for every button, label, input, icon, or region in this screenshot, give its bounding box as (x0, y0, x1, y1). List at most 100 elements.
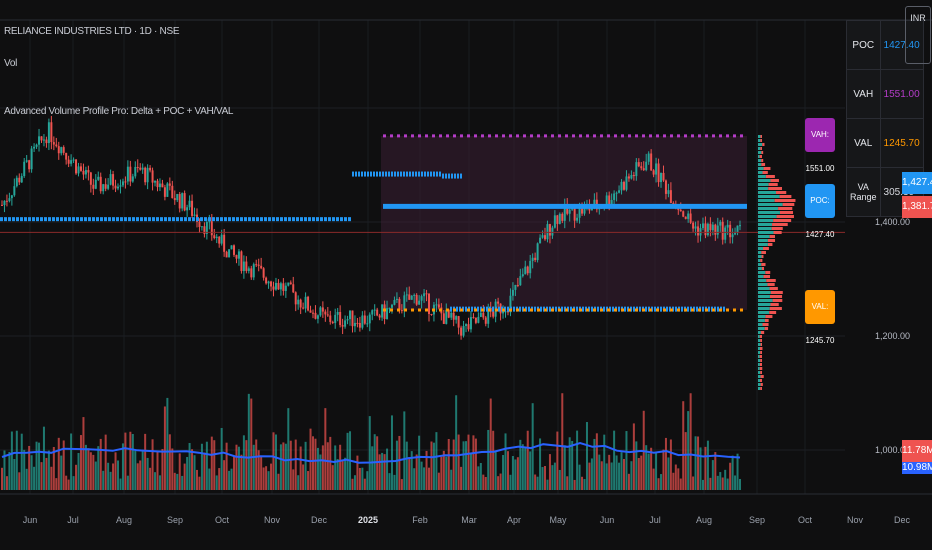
candle-body (117, 186, 120, 189)
volume-bar (339, 444, 342, 490)
rolling-poc-dash (296, 217, 299, 222)
volume-bar (262, 467, 265, 490)
candle-body (381, 304, 384, 318)
rolling-poc-dash (603, 306, 605, 312)
rolling-poc-dash (597, 306, 599, 312)
candle-body (410, 295, 413, 300)
candle-body (506, 311, 509, 313)
volume-bar (509, 474, 512, 490)
candle-body (408, 294, 411, 300)
time-axis-tick: 2025 (358, 515, 378, 525)
volume-bar (131, 433, 134, 490)
volume-bar (87, 448, 90, 490)
profile-bar-buy (758, 179, 771, 182)
rolling-poc-dash (385, 171, 387, 177)
profile-bar-buy (758, 139, 761, 142)
volume-bar (605, 463, 608, 490)
volume-bar (309, 428, 312, 490)
volume-bar (344, 457, 347, 490)
rolling-poc-dash (68, 217, 71, 222)
rolling-poc-dash (418, 171, 420, 177)
rolling-poc-dash (681, 306, 683, 312)
candle-body (30, 148, 33, 170)
rolling-poc-dash (421, 171, 423, 177)
volume-bar (215, 475, 218, 490)
candle-body (302, 307, 305, 309)
profile-bar-buy (758, 315, 766, 318)
volume-bar (482, 474, 485, 490)
candle-body (551, 227, 554, 236)
candle-body (524, 266, 527, 275)
volume-ma-box: 11.78M (902, 440, 932, 462)
candle-body (265, 277, 268, 284)
candle-body (23, 161, 26, 177)
volume-bar (662, 449, 665, 490)
rolling-poc-dash (555, 306, 557, 312)
profile-bar-buy (758, 187, 769, 190)
volume-bar (588, 462, 591, 490)
candle-body (509, 295, 512, 313)
candle-body (534, 257, 537, 261)
volume-bar (8, 451, 11, 490)
rolling-poc-dash (160, 217, 163, 222)
currency-button[interactable]: INR (905, 6, 931, 64)
volume-bar (711, 460, 714, 490)
volume-bar (114, 452, 117, 490)
profile-bar-buy (758, 215, 777, 218)
candle-body (198, 221, 201, 228)
rolling-poc-dash (702, 306, 704, 312)
rolling-poc-dash (645, 306, 647, 312)
candle-body (321, 307, 324, 312)
volume-bar (541, 467, 544, 490)
volume-bar (576, 430, 579, 490)
volume-bar (608, 454, 611, 490)
profile-bar-buy (758, 143, 763, 146)
volume-bar (267, 471, 270, 490)
volume-bar (581, 476, 584, 490)
candle-body (679, 209, 682, 212)
volume-bar (82, 417, 85, 490)
volume-bar (72, 476, 75, 490)
volume-bar (709, 477, 712, 490)
candle-body (40, 136, 43, 141)
rolling-poc-dash (168, 217, 171, 222)
candle-body (316, 315, 319, 319)
volume-bar (166, 397, 169, 490)
volume-bar (124, 432, 127, 490)
time-axis-tick: Apr (507, 515, 521, 525)
volume-bar (89, 452, 92, 490)
volume-bar (25, 468, 28, 490)
volume-bar (176, 473, 179, 490)
candle-body (33, 146, 36, 149)
price-axis-tick: 1,200.00 (875, 331, 910, 341)
volume-bar (92, 454, 95, 490)
volume-bar (67, 479, 70, 490)
candle-body (420, 296, 423, 301)
rolling-poc-dash (72, 217, 75, 222)
profile-bar-buy (758, 379, 760, 382)
time-axis-tick: Jul (649, 515, 661, 525)
candle-body (428, 293, 431, 314)
candle-body (516, 284, 519, 286)
profile-bar-buy (758, 287, 770, 290)
rolling-poc-dash (36, 217, 39, 222)
volume-bar (77, 453, 80, 490)
profile-bar-buy (758, 359, 761, 362)
candle-body (536, 243, 539, 261)
rolling-poc-dash (666, 306, 668, 312)
stats-row-poc: POC 1427.40 (846, 20, 924, 70)
profile-bar-sell (763, 247, 769, 250)
candle-body (25, 160, 28, 162)
profile-bar-sell (779, 195, 792, 198)
candle-body (149, 167, 152, 171)
candle-body (474, 317, 477, 323)
candle-body (531, 257, 534, 261)
profile-bar-buy (758, 183, 769, 186)
profile-bar-sell (773, 219, 792, 222)
candle-body (361, 315, 364, 328)
volume-bar (603, 434, 606, 490)
volume-bar (618, 462, 621, 490)
candle-body (467, 324, 470, 330)
volume-bar (139, 460, 142, 490)
